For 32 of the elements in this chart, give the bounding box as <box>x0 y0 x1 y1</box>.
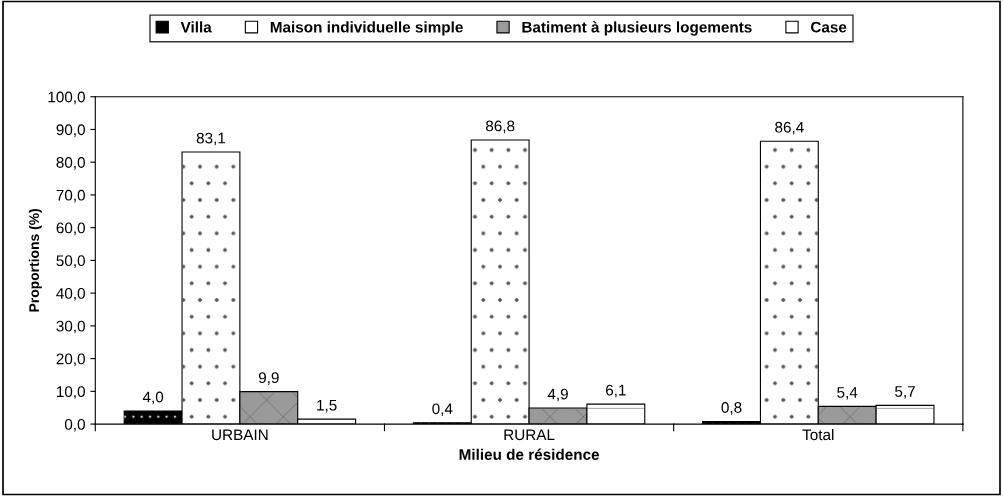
y-tick-label: 90,0 <box>56 124 85 137</box>
y-tick-label: 0,0 <box>64 418 85 432</box>
x-tick-label: URBAIN <box>212 429 268 441</box>
y-tick-label: 20,0 <box>56 353 85 367</box>
y-tick-label: 100,0 <box>48 91 85 105</box>
data-label: 6,1 <box>606 384 626 398</box>
data-label: 0,8 <box>721 402 742 415</box>
data-label: 1,5 <box>317 399 337 413</box>
data-label: 86,4 <box>775 121 804 135</box>
data-label: 5,4 <box>837 387 858 400</box>
y-axis-title: Proportions (%) <box>28 209 42 312</box>
legend-label: Maison individuelle simple <box>270 21 463 36</box>
y-tick-label: 60,0 <box>56 222 85 236</box>
y-tick-label: 70,0 <box>56 189 85 203</box>
y-tick-label: 10,0 <box>57 386 85 399</box>
y-tick-label: 50,0 <box>56 255 85 268</box>
data-label: 83,1 <box>196 132 226 146</box>
y-tick-label: 80,0 <box>56 157 85 170</box>
data-label: 9,9 <box>258 372 279 385</box>
data-label: 4,9 <box>547 388 568 402</box>
y-tick-label: 30,0 <box>56 320 85 334</box>
data-label: 4,0 <box>142 391 164 405</box>
x-tick-label: Total <box>802 428 834 441</box>
data-label: 86,8 <box>485 120 515 134</box>
legend-label: Villa <box>180 21 212 33</box>
legend-label: Batiment à plusieurs logements <box>522 21 752 36</box>
data-label: 5,7 <box>895 386 915 399</box>
legend-label: Case <box>810 21 847 33</box>
x-tick-label: RURAL <box>504 429 555 441</box>
x-axis-title: Milieu de résidence <box>459 448 600 460</box>
data-label: 0,4 <box>432 403 453 416</box>
y-tick-label: 40,0 <box>56 288 85 301</box>
